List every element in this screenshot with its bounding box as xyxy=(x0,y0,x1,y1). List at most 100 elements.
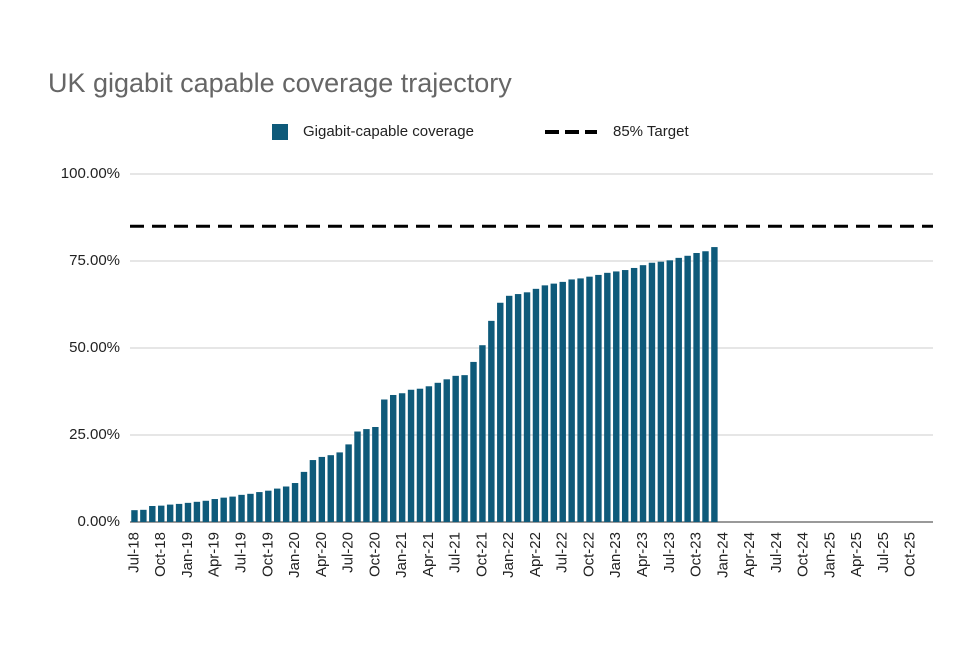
x-tick-label: Jul-18 xyxy=(125,532,142,573)
x-tick-label: Jul-24 xyxy=(768,532,785,573)
bar xyxy=(479,345,486,522)
bar xyxy=(532,288,540,522)
y-tick-label: 25.00% xyxy=(69,426,120,443)
legend-swatch xyxy=(272,124,288,140)
x-tick-label: Apr-24 xyxy=(741,532,758,577)
bar xyxy=(497,302,504,522)
bar xyxy=(282,486,290,522)
x-tick-label: Oct-20 xyxy=(366,532,383,577)
bar xyxy=(336,452,343,522)
bar xyxy=(238,494,245,522)
bar xyxy=(166,504,174,522)
x-tick-label: Jul-23 xyxy=(661,532,678,573)
x-tick-label: Jul-21 xyxy=(447,532,464,573)
x-tick-label: Jan-25 xyxy=(821,532,838,578)
bar xyxy=(220,497,227,522)
bar xyxy=(291,483,299,522)
bar xyxy=(452,375,459,522)
bar xyxy=(158,505,165,522)
chart-title: UK gigabit capable coverage trajectory xyxy=(48,68,512,98)
x-tick-label: Apr-19 xyxy=(206,532,223,577)
bar xyxy=(363,429,370,522)
legend-label: Gigabit-capable coverage xyxy=(303,123,474,140)
bar xyxy=(184,502,192,522)
bar xyxy=(300,471,308,522)
y-tick-label: 100.00% xyxy=(61,165,120,182)
x-tick-label: Oct-24 xyxy=(795,532,812,577)
bar xyxy=(274,488,281,522)
x-tick-label: Jan-23 xyxy=(607,532,624,578)
bar xyxy=(711,247,718,522)
x-tick-label: Jul-20 xyxy=(340,532,357,573)
x-tick-label: Jan-22 xyxy=(500,532,517,578)
bar xyxy=(389,394,397,522)
bar xyxy=(550,283,558,522)
x-tick-label: Jul-19 xyxy=(232,532,249,573)
x-tick-label: Oct-22 xyxy=(580,532,597,577)
bar xyxy=(327,455,334,522)
bar xyxy=(407,389,415,522)
bar xyxy=(604,272,611,522)
bar xyxy=(595,274,602,522)
x-tick-label: Jul-25 xyxy=(875,532,892,573)
bar xyxy=(434,382,442,522)
x-tick-label: Apr-21 xyxy=(420,532,437,577)
bar xyxy=(505,295,513,522)
bar xyxy=(693,252,700,522)
bar xyxy=(416,388,424,522)
x-tick-label: Apr-23 xyxy=(634,532,651,577)
x-tick-label: Oct-23 xyxy=(688,532,705,577)
bar xyxy=(131,510,138,522)
bar xyxy=(648,262,656,522)
y-tick-label: 50.00% xyxy=(69,339,120,356)
x-tick-label: Jul-22 xyxy=(554,532,571,573)
bar xyxy=(175,503,183,522)
bar xyxy=(541,285,549,522)
x-tick-label: Apr-22 xyxy=(527,532,544,577)
bar xyxy=(488,320,495,522)
bar xyxy=(613,271,620,522)
y-tick-label: 75.00% xyxy=(69,252,120,269)
y-tick-label: 0.00% xyxy=(77,513,120,530)
bar xyxy=(702,251,709,523)
bar xyxy=(443,379,450,522)
bar xyxy=(470,361,477,522)
bar xyxy=(381,399,388,522)
x-tick-label: Oct-21 xyxy=(473,532,490,577)
bar xyxy=(586,276,593,522)
bar xyxy=(256,492,263,522)
bar xyxy=(657,261,665,522)
bar xyxy=(193,501,201,522)
bar xyxy=(309,460,317,522)
x-tick-label: Jan-19 xyxy=(179,532,196,578)
bar xyxy=(461,375,468,522)
bar xyxy=(684,255,691,522)
bar xyxy=(523,292,531,522)
bar xyxy=(149,505,156,522)
x-tick-label: Jan-21 xyxy=(393,532,410,578)
bar xyxy=(265,490,272,522)
x-tick-label: Jan-20 xyxy=(286,532,303,578)
bar xyxy=(345,444,352,522)
x-tick-label: Jan-24 xyxy=(714,532,731,578)
bar xyxy=(630,267,638,522)
bar xyxy=(372,426,379,522)
bar xyxy=(559,281,566,522)
bar xyxy=(639,265,647,522)
x-tick-label: Apr-25 xyxy=(848,532,865,577)
x-tick-label: Oct-25 xyxy=(902,532,919,577)
bar xyxy=(211,499,218,522)
bar xyxy=(229,496,236,522)
bar xyxy=(621,270,629,522)
bar xyxy=(140,509,147,522)
bar xyxy=(247,493,254,522)
bar xyxy=(425,386,433,522)
x-tick-label: Apr-20 xyxy=(313,532,330,577)
legend-label: 85% Target xyxy=(613,123,689,140)
bar xyxy=(514,294,522,522)
bar xyxy=(577,278,584,522)
bar xyxy=(354,431,361,522)
bar xyxy=(568,279,575,522)
